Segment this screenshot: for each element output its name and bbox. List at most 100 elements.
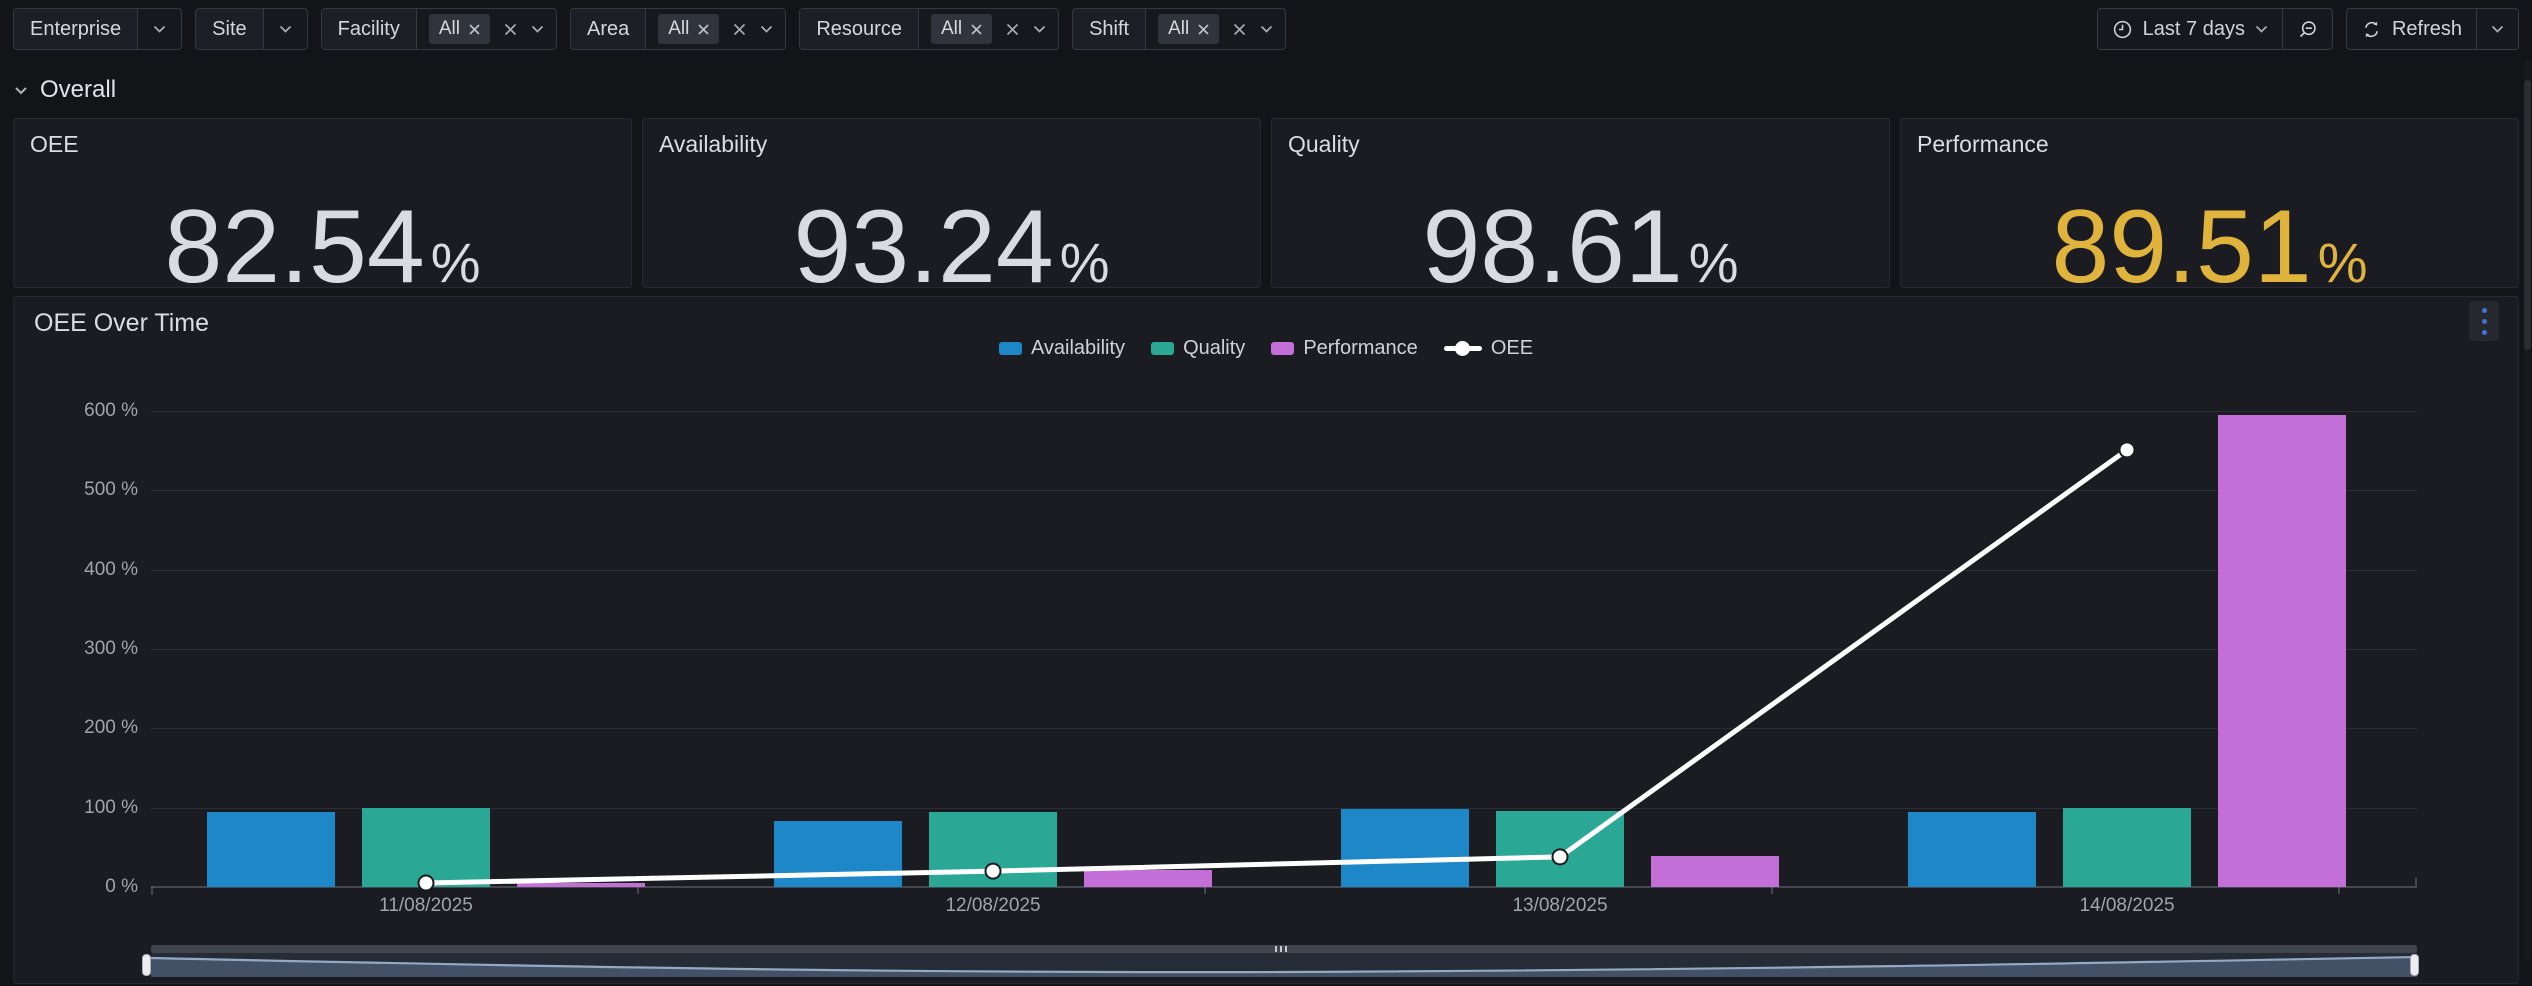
refresh-label: Refresh [2391,17,2462,40]
y-gridline [151,569,2417,571]
refresh-group: Refresh [2345,8,2519,50]
stat-panel-performance: Performance 89.51% [1900,118,2519,299]
stat-unit: % [1059,231,1110,294]
legend-label: Quality [1183,337,1246,359]
stat-panel-title: Quality [1288,131,1360,157]
stat-value: 82.54% [14,195,631,299]
bar-quality [362,808,490,887]
section-row-overall[interactable]: Overall [14,76,116,104]
bar-quality [2063,808,2191,887]
kebab-menu-icon[interactable] [2469,301,2499,341]
filter-resource: Resource All [799,8,1060,50]
x-axis-date-label: 14/08/2025 [2079,895,2175,916]
x-axis-tick [1204,887,1206,894]
filter-resource-chip[interactable]: All [930,14,993,44]
filter-site-dropdown[interactable] [264,9,307,49]
stat-number: 93.24 [793,189,1054,305]
chevron-down-icon[interactable] [1260,25,1273,33]
chevron-down-icon [2491,25,2504,33]
datazoom-preview[interactable] [151,953,2417,977]
chart-panel-oee-over-time: OEE Over Time Availability Quality Perform… [13,296,2519,984]
clear-filter-icon[interactable] [1233,23,1246,36]
chevron-down-icon [279,25,292,33]
legend-item-performance[interactable]: Performance [1271,337,1418,360]
chip-text: All [438,18,460,39]
filter-facility: Facility All [320,8,557,50]
close-icon[interactable] [971,23,982,35]
section-title: Overall [40,76,117,103]
stat-panel-title: Availability [659,131,768,157]
x-axis-date-label: 12/08/2025 [945,895,1041,916]
legend-label: OEE [1490,337,1534,359]
filter-resource-label: Resource [800,9,919,49]
chevron-down-icon [153,25,166,33]
close-icon[interactable] [1198,23,1209,35]
stat-value: 98.61% [1272,195,1889,299]
chart-panel-title: OEE Over Time [34,309,210,337]
bar-availability [1908,812,2036,887]
y-axis-tick-label: 400 % [84,558,138,580]
stat-number: 82.54 [164,189,425,305]
stat-value: 93.24% [643,195,1260,299]
legend-item-oee[interactable]: OEE [1443,337,1534,360]
datazoom-slider[interactable] [151,945,2417,953]
chevron-down-icon[interactable] [1033,25,1046,33]
legend-item-availability[interactable]: Availability [998,337,1125,360]
stat-panel-title: OEE [30,131,79,157]
filter-shift-value[interactable]: All [1146,9,1285,49]
stat-value: 89.51% [1901,195,2518,299]
legend-item-quality[interactable]: Quality [1151,337,1245,360]
filters: Enterprise Site Facility All Area All [13,8,1287,50]
close-icon[interactable] [469,23,480,35]
filter-resource-value[interactable]: All [919,9,1058,49]
x-axis-tick [1771,887,1773,894]
filter-area-value[interactable]: All [646,9,785,49]
x-axis-tick [637,887,639,894]
zoom-out-button[interactable] [2281,9,2332,49]
time-range-label: Last 7 days [2142,17,2245,40]
y-gridline [151,490,2417,492]
y-gridline [151,649,2417,650]
page-scrollbar-thumb[interactable] [2524,80,2531,350]
y-gridline [151,411,2417,412]
refresh-button[interactable]: Refresh [2347,9,2476,49]
filter-facility-value[interactable]: All [417,9,556,49]
filter-area-chip[interactable]: All [658,14,720,44]
filter-enterprise-dropdown[interactable] [138,9,181,49]
close-icon[interactable] [698,23,709,35]
clear-filter-icon[interactable] [504,23,517,36]
y-axis-tick-label: 200 % [84,717,138,739]
stat-unit: % [1688,231,1739,294]
stat-unit: % [430,231,481,294]
stat-panel-title: Performance [1917,131,2049,157]
x-axis-endcap [2415,878,2417,886]
filter-facility-chip[interactable]: All [428,14,490,44]
datazoom-handle-right[interactable] [2410,954,2419,976]
y-axis-tick-label: 500 % [84,479,138,501]
clear-filter-icon[interactable] [733,23,746,36]
datazoom-grip[interactable] [1275,946,1287,952]
chip-text: All [1168,18,1190,39]
refresh-interval-dropdown[interactable] [2476,9,2518,49]
filter-site-label: Site [196,9,264,49]
chevron-down-icon[interactable] [531,25,544,33]
time-range-button[interactable]: Last 7 days [2098,9,2282,49]
filter-shift-chip[interactable]: All [1158,14,1220,44]
datazoom-handle-left[interactable] [142,954,151,976]
clear-filter-icon[interactable] [1006,23,1019,36]
stat-unit: % [2317,231,2368,294]
stat-number: 89.51 [2051,189,2312,305]
legend-label: Performance [1303,337,1418,359]
chart-legend: Availability Quality Performance OEE [14,337,2518,360]
page-scrollbar[interactable] [2524,60,2531,960]
filter-area: Area All [569,8,787,50]
bar-performance [2218,414,2346,887]
chip-text: All [940,18,963,39]
series-swatch-icon [1151,342,1175,355]
chevron-down-icon[interactable] [760,25,773,33]
sync-arrows-icon [2361,19,2382,40]
chevron-down-icon [2255,25,2268,33]
y-axis-tick-label: 300 % [84,638,138,659]
stat-panel-oee: OEE 82.54% [13,118,632,299]
